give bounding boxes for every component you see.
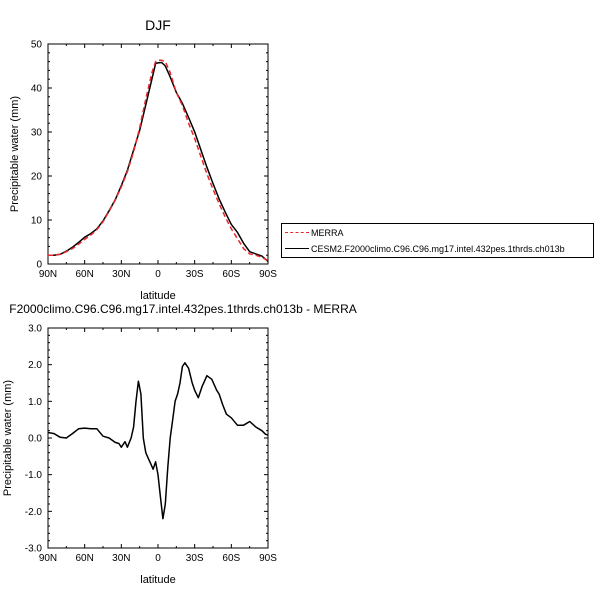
x-tick-label: 30N	[112, 553, 130, 564]
y-tick-label: -1.0	[25, 470, 43, 481]
x-tick-label: 30S	[186, 553, 204, 564]
y-tick-label: 0	[36, 260, 42, 271]
x-tick-label: 90N	[39, 553, 57, 564]
legend-swatch-cesm2	[285, 248, 309, 249]
top-plot-frame	[47, 43, 269, 265]
bottom-chart: F2000climo.C96.C96.mg17.intel.432pes.1th…	[2, 302, 357, 586]
series-line-0	[48, 59, 269, 262]
y-tick-label: 30	[31, 128, 43, 139]
x-tick-label: 60N	[75, 553, 93, 564]
x-tick-label: 0	[155, 553, 161, 564]
series-line-0	[47, 362, 269, 520]
legend-label-cesm2: CESM2.F2000climo.C96.C96.mg17.intel.432p…	[311, 244, 565, 254]
y-tick-label: 3.0	[28, 324, 42, 335]
top-chart: DJF 90N 60N 30N 0 30S 60S 90S 0 10 20 30 40 50 latit…	[9, 17, 277, 302]
bottom-y-axis-label: Precipitable water (mm)	[2, 380, 14, 496]
top-chart-ticks: 90N 60N 30N 0 30S 60S 90S 0 10 20 30 40 50	[31, 40, 277, 281]
series-line-1	[48, 61, 269, 262]
y-tick-label: 40	[31, 84, 43, 95]
top-y-axis-label: Precipitable water (mm)	[9, 96, 21, 212]
x-tick-label: 60N	[75, 269, 93, 280]
y-tick-label: 20	[31, 172, 43, 183]
x-tick-label: 0	[155, 269, 161, 280]
top-chart-legend: MERRA CESM2.F2000climo.C96.C96.mg17.inte…	[281, 223, 594, 258]
y-tick-label: 0.0	[28, 434, 42, 445]
x-tick-label: 90S	[259, 553, 277, 564]
y-tick-label: 50	[31, 40, 43, 51]
x-tick-label: 60S	[222, 553, 240, 564]
legend-item-cesm2: CESM2.F2000climo.C96.C96.mg17.intel.432p…	[282, 241, 593, 257]
legend-item-merra: MERRA	[282, 225, 593, 241]
y-tick-label: -3.0	[25, 544, 43, 555]
y-tick-label: -2.0	[25, 507, 43, 518]
bottom-chart-ticks: 90N 60N 30N 0 30S 60S 90S -3.0 -2.0 -1.0 0.0 1.0 2.0…	[25, 324, 277, 565]
legend-swatch-merra	[285, 232, 309, 233]
y-tick-label: 1.0	[28, 397, 42, 408]
bottom-chart-title: F2000climo.C96.C96.mg17.intel.432pes.1th…	[9, 302, 357, 316]
bottom-plot-frame	[47, 327, 269, 549]
x-tick-label: 30S	[186, 269, 204, 280]
x-tick-label: 30N	[112, 269, 130, 280]
top-x-axis-label: latitude	[140, 290, 175, 302]
x-tick-label: 60S	[222, 269, 240, 280]
legend-label-merra: MERRA	[311, 228, 344, 238]
y-tick-label: 2.0	[28, 360, 42, 371]
bottom-x-axis-label: latitude	[140, 574, 175, 586]
x-tick-label: 90S	[259, 269, 277, 280]
y-tick-label: 10	[31, 216, 43, 227]
x-tick-label: 90N	[39, 269, 57, 280]
top-chart-series	[48, 59, 269, 262]
bottom-chart-series	[47, 362, 269, 520]
top-chart-title: DJF	[145, 17, 171, 33]
